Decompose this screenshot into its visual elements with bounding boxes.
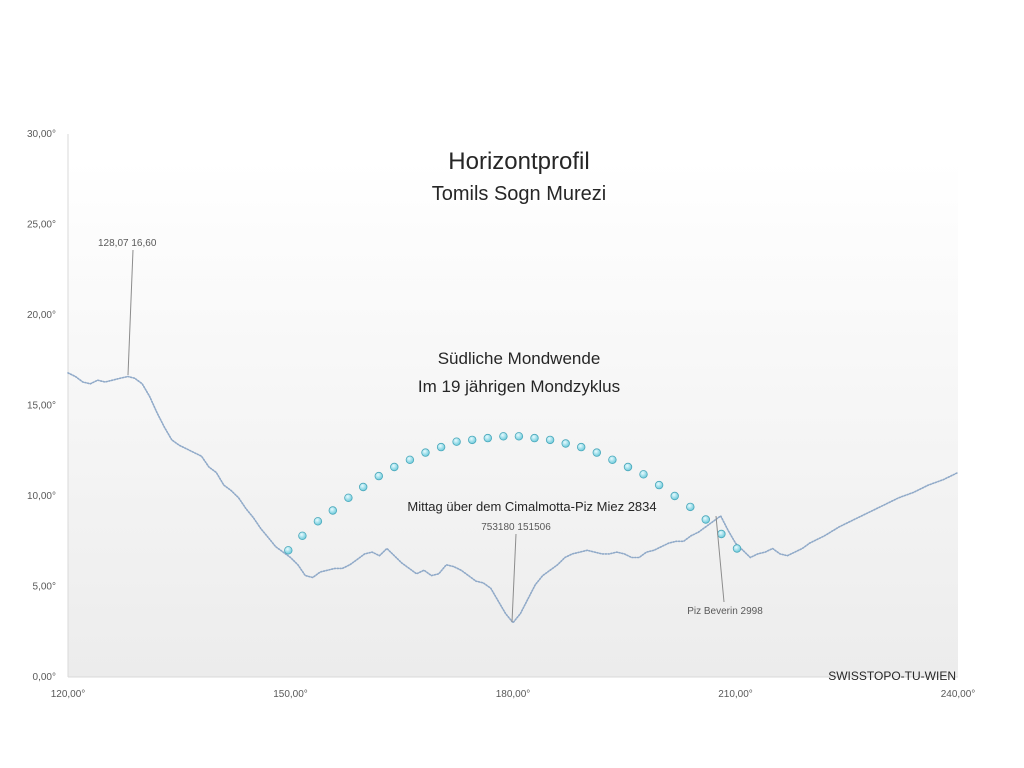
moon-marker [577,442,586,452]
x-tick-label: 210,00° [718,689,753,700]
moon-marker [545,435,555,445]
moon-marker [670,491,679,501]
horizon-profile-series [67,372,959,624]
moon-marker [623,462,633,472]
moon-marker [298,531,307,540]
moon-marker [530,433,539,443]
moon-marker [592,448,601,457]
horizon-profile-line [67,372,959,624]
moon-marker [686,502,695,512]
x-tick-label: 150,00° [273,689,308,700]
moon-marker [328,506,337,515]
y-tick-label: 15,00° [27,401,56,412]
moon-marker [452,437,461,446]
y-axis: 0,00° 5,00° 10,00° 15,00° 20,00° 25,00° 30,00° [27,129,69,683]
piz-beverin-label: Piz Beverin 2998 [687,606,763,617]
y-tick-label: 25,00° [27,220,56,231]
moon-marker [390,462,399,472]
peak-left-label: 128,07 16,60 [98,238,157,249]
chart-subtitle: Tomils Sogn Murezi [432,183,607,205]
moon-marker [344,493,353,502]
moon-path-series [284,432,742,555]
moon-marker [436,442,446,452]
moon-marker [717,529,726,539]
coords-leader [511,533,517,623]
piz-beverin-leader [715,515,725,603]
moon-marker [608,455,617,464]
moon-marker [639,470,648,479]
y-tick-label: 10,00° [27,491,56,502]
moon-marker [359,482,368,492]
credit-label: SWISSTOPO-TU-WIEN [828,669,956,683]
x-tick-label: 120,00° [51,689,86,700]
peak-left-leader [127,249,134,376]
moon-marker [561,439,570,448]
x-axis: 120,00° 150,00° 180,00° 210,00° 240,00° [51,676,976,700]
moon-marker [514,432,524,441]
moon-marker [421,448,430,457]
moon-marker [701,515,710,524]
moon-marker [468,435,477,445]
moon-marker [732,544,742,553]
moon-subheading: Im 19 jährigen Mondzyklus [418,377,620,396]
y-tick-label: 5,00° [33,582,56,593]
moon-marker [483,433,492,443]
moon-marker [284,546,293,555]
y-tick-label: 0,00° [33,672,56,683]
moon-marker [405,455,415,464]
moon-marker [654,480,664,490]
x-tick-label: 180,00° [496,689,531,700]
x-tick-label: 240,00° [941,689,976,700]
y-tick-label: 30,00° [27,129,56,140]
chart-title: Horizontprofil [448,148,589,175]
noon-label: Mittag über dem Cimalmotta-Piz Miez 2834 [407,499,656,514]
moon-marker [499,432,508,441]
moon-marker [313,517,323,526]
moon-marker [374,471,383,481]
coords-label: 753180 151506 [481,522,551,533]
y-tick-label: 20,00° [27,310,56,321]
moon-heading: Südliche Mondwende [438,349,601,368]
